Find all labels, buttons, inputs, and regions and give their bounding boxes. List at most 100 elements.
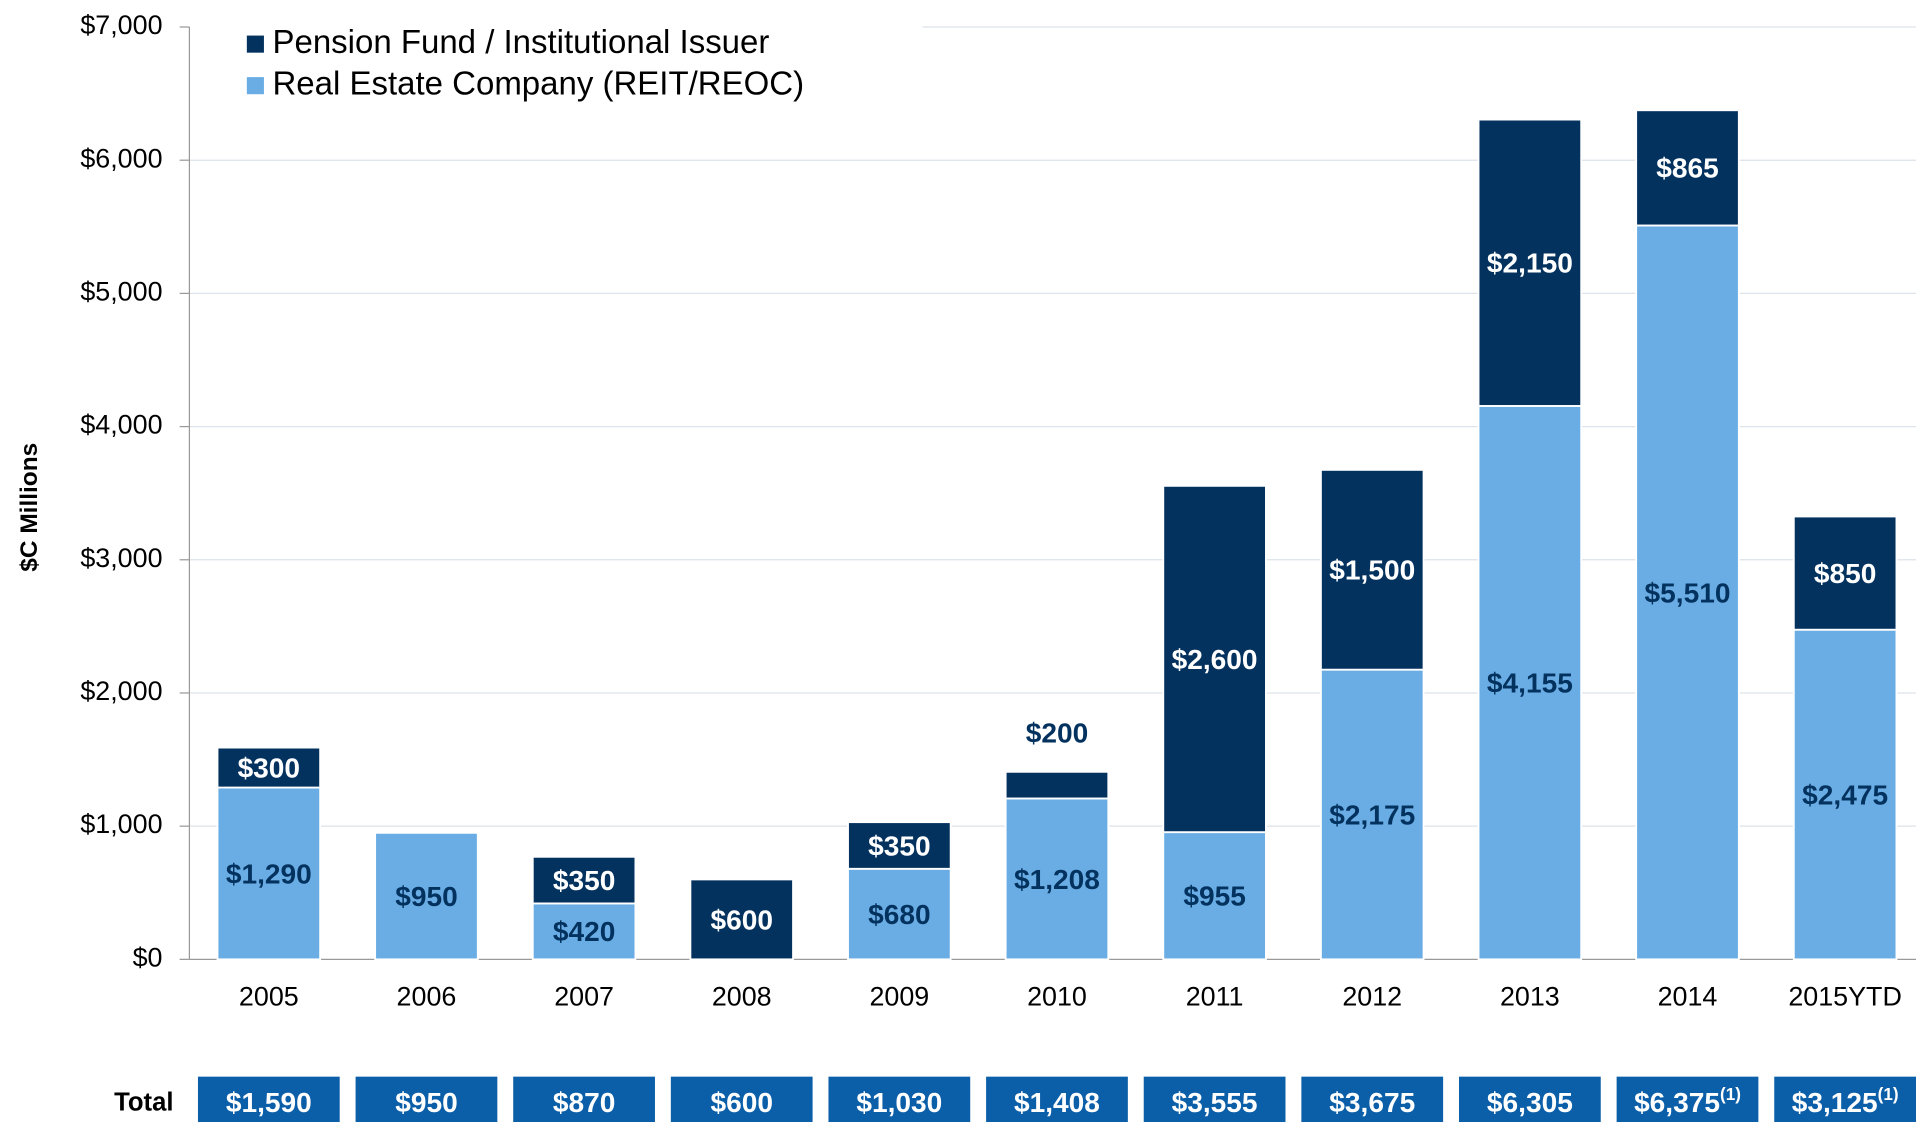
x-tick-label: 2009: [869, 982, 929, 1012]
total-box: [355, 1076, 498, 1122]
total-box: [1143, 1076, 1286, 1122]
total-label: $3,125(1): [1792, 1085, 1899, 1119]
totals-label: Total: [114, 1088, 173, 1116]
data-label: $300: [238, 752, 301, 783]
y-tick-label: $6,000: [80, 143, 162, 173]
bar-segment: [1792, 628, 1898, 961]
total-note: (1): [1720, 1085, 1741, 1104]
x-tick-label: 2005: [239, 982, 299, 1012]
bar-segment: [1004, 797, 1110, 961]
data-label: $350: [553, 865, 616, 896]
bar-segment: [689, 878, 794, 961]
total-label: $1,030: [856, 1087, 942, 1118]
total-box: [986, 1076, 1128, 1122]
total-label: $600: [710, 1087, 773, 1118]
data-label: $600: [710, 904, 773, 935]
legend-label: Pension Fund / Institutional Issuer: [272, 23, 769, 60]
y-tick-label: $2,000: [80, 676, 162, 706]
x-tick-label: 2015YTD: [1788, 982, 1902, 1012]
total-value: $1,030: [856, 1087, 942, 1118]
y-tick-label: $3,000: [80, 543, 162, 573]
total-box: [1301, 1076, 1444, 1122]
data-label: $1,208: [1014, 864, 1100, 895]
total-box: [828, 1076, 971, 1122]
legend-swatch: [246, 77, 264, 95]
bar-segment: [1162, 831, 1267, 961]
total-value: $600: [710, 1087, 773, 1118]
bar-segment: [531, 855, 637, 905]
legend-swatch: [246, 35, 264, 53]
legend-label: Real Estate Company (REIT/REOC): [272, 64, 804, 101]
bar-segment: [1477, 405, 1583, 961]
bar-segment: [1792, 515, 1898, 631]
data-label: $2,600: [1172, 644, 1258, 675]
y-tick-label: $1,000: [80, 809, 162, 839]
data-label: $5,510: [1645, 577, 1731, 608]
total-label: $1,590: [226, 1087, 312, 1118]
total-value: $3,555: [1172, 1087, 1258, 1118]
y-axis-title: $C Millions: [16, 443, 43, 572]
y-tick-label: $7,000: [80, 10, 162, 40]
data-label: $955: [1183, 881, 1246, 912]
total-label: $1,408: [1014, 1087, 1100, 1118]
total-label: $870: [553, 1087, 616, 1118]
total-box: [670, 1076, 813, 1122]
total-box: [1616, 1076, 1759, 1122]
data-label: $950: [395, 881, 458, 912]
data-label: $865: [1656, 153, 1719, 184]
total-label: $6,305: [1487, 1087, 1573, 1118]
total-value: $870: [553, 1087, 616, 1118]
data-label: $1,290: [226, 858, 312, 889]
x-tick-label: 2006: [397, 982, 457, 1012]
total-value: $1,590: [226, 1087, 312, 1118]
x-tick-label: 2013: [1500, 982, 1560, 1012]
total-value: $6,305: [1487, 1087, 1573, 1118]
x-tick-label: 2008: [712, 982, 772, 1012]
y-tick-label: $5,000: [80, 276, 162, 306]
x-tick-label: 2011: [1186, 982, 1244, 1012]
total-box: [513, 1076, 655, 1122]
data-label: $1,500: [1329, 555, 1415, 586]
data-label: $350: [868, 830, 931, 861]
total-value: $6,375: [1634, 1087, 1720, 1118]
data-label: $2,150: [1487, 248, 1573, 279]
x-tick-label: 2012: [1342, 982, 1402, 1012]
total-box: [1774, 1076, 1916, 1122]
total-box: [1458, 1076, 1601, 1122]
bar-segment: [1635, 109, 1740, 227]
bar-segment: [1635, 224, 1740, 961]
x-tick-label: 2014: [1658, 982, 1718, 1012]
total-box: [197, 1076, 340, 1122]
data-label: $2,475: [1802, 779, 1888, 810]
bar-segment: [1162, 484, 1267, 834]
total-value: $3,675: [1329, 1087, 1415, 1118]
y-tick-label: $4,000: [80, 410, 162, 440]
data-label: $850: [1814, 558, 1877, 589]
bar-segment: [216, 746, 322, 789]
bar-segment: [374, 831, 479, 961]
x-tick-label: 2010: [1027, 982, 1087, 1012]
bar-segment: [1319, 468, 1425, 671]
bar-segment: [1319, 668, 1425, 961]
total-value: $1,408: [1014, 1087, 1100, 1118]
bar-segment: [1477, 118, 1583, 407]
bar-segment: [1004, 770, 1110, 800]
data-label: $2,175: [1329, 799, 1415, 830]
total-value: $950: [395, 1087, 458, 1118]
data-label: $4,155: [1487, 668, 1573, 699]
total-label: $6,375(1): [1634, 1085, 1741, 1119]
bar-segment: [531, 902, 637, 961]
data-label: $680: [868, 899, 931, 930]
total-value: $3,125: [1792, 1087, 1878, 1118]
total-label: $3,675: [1329, 1087, 1415, 1118]
bar-segment: [216, 786, 322, 961]
data-label: $200: [1026, 718, 1089, 749]
y-tick-label: $0: [133, 942, 163, 972]
total-label: $3,555: [1172, 1087, 1258, 1118]
x-tick-label: 2007: [554, 982, 614, 1012]
data-label: $420: [553, 916, 616, 947]
total-note: (1): [1878, 1085, 1899, 1104]
bar-segment: [847, 821, 952, 870]
total-label: $950: [395, 1087, 458, 1118]
